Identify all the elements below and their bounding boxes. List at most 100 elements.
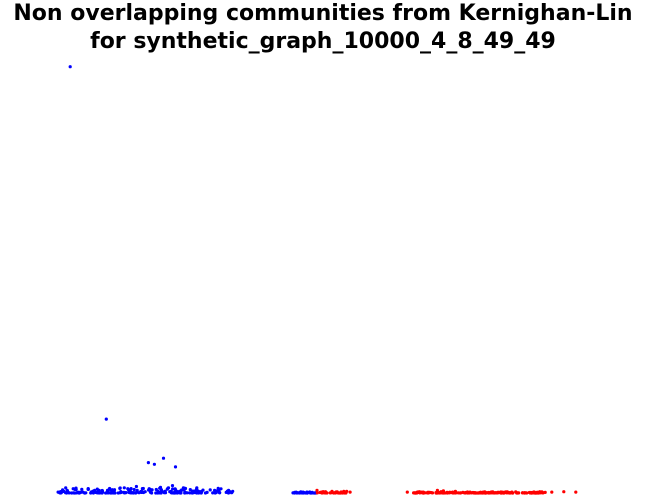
data-point <box>516 491 520 495</box>
data-point <box>200 490 204 494</box>
data-point <box>417 490 421 494</box>
data-point <box>134 491 138 495</box>
data-point <box>135 488 139 492</box>
data-point <box>305 490 309 494</box>
data-point <box>89 491 93 495</box>
data-point <box>72 491 76 495</box>
data-point <box>147 487 151 491</box>
data-point <box>139 490 143 494</box>
data-point <box>104 417 108 421</box>
data-point <box>562 490 566 494</box>
data-point <box>550 490 554 494</box>
data-point <box>574 490 578 494</box>
data-point <box>170 484 175 488</box>
data-point <box>298 490 302 494</box>
data-point <box>150 491 154 495</box>
data-point <box>65 488 69 492</box>
data-point <box>183 491 187 495</box>
data-point <box>538 490 542 494</box>
data-point <box>67 491 71 495</box>
data-point <box>134 484 138 489</box>
data-point <box>173 465 178 469</box>
data-point <box>441 489 445 493</box>
data-point <box>112 488 117 492</box>
data-point <box>461 490 465 494</box>
data-point <box>453 489 457 493</box>
data-point <box>412 491 416 495</box>
data-point <box>480 491 484 495</box>
series-0 <box>56 65 318 495</box>
data-point <box>335 490 339 494</box>
data-point <box>68 65 72 69</box>
data-point <box>158 485 163 489</box>
data-point <box>348 490 352 494</box>
data-point <box>535 491 539 495</box>
data-point <box>59 491 63 495</box>
data-point <box>171 491 175 495</box>
data-point <box>313 491 317 495</box>
data-point <box>500 491 504 495</box>
data-point <box>161 456 166 460</box>
data-point <box>159 490 163 494</box>
chart-title: Non overlapping communities from Kernigh… <box>0 0 646 56</box>
data-point <box>140 487 144 491</box>
data-point <box>505 491 509 495</box>
data-point <box>141 490 146 495</box>
data-point <box>122 486 126 490</box>
data-point <box>81 490 85 494</box>
data-point <box>119 490 123 494</box>
data-point <box>293 490 297 494</box>
data-point <box>216 486 220 490</box>
data-point <box>191 491 196 495</box>
data-point <box>94 490 98 494</box>
data-point <box>344 491 348 495</box>
data-point <box>156 491 160 495</box>
data-point <box>179 489 183 493</box>
data-point <box>109 491 113 495</box>
data-point <box>208 488 212 492</box>
data-point <box>521 491 525 495</box>
data-point <box>175 491 179 495</box>
data-point <box>321 490 325 494</box>
data-point <box>97 491 101 495</box>
data-point <box>510 490 514 494</box>
data-point <box>471 491 475 495</box>
data-point <box>211 491 215 495</box>
data-point <box>435 488 439 492</box>
data-point <box>465 490 470 494</box>
data-point <box>86 487 90 491</box>
data-point <box>91 489 95 493</box>
data-point <box>75 491 79 495</box>
data-point <box>166 486 170 490</box>
data-point <box>96 489 100 493</box>
data-point <box>489 490 494 494</box>
data-point <box>496 490 500 494</box>
data-point <box>56 490 60 494</box>
data-point <box>439 490 443 494</box>
chart-title-line-1: Non overlapping communities from Kernigh… <box>13 1 633 26</box>
data-point <box>315 488 319 492</box>
data-point <box>531 491 535 495</box>
data-point <box>203 491 208 495</box>
data-point <box>104 491 109 495</box>
data-point <box>163 491 168 495</box>
data-point <box>195 487 199 491</box>
data-point <box>315 491 319 495</box>
data-point <box>296 491 300 495</box>
data-point <box>171 487 175 491</box>
data-point <box>173 487 177 491</box>
data-point <box>80 487 84 491</box>
data-point <box>70 491 74 495</box>
data-point <box>64 486 68 490</box>
data-point <box>430 491 435 495</box>
data-point <box>77 491 81 495</box>
data-point <box>111 490 115 495</box>
data-point <box>197 490 201 494</box>
data-point <box>231 489 235 493</box>
data-point <box>213 491 217 495</box>
data-point <box>325 491 329 495</box>
data-point <box>127 488 131 492</box>
data-point <box>124 491 128 495</box>
data-point <box>188 488 192 492</box>
